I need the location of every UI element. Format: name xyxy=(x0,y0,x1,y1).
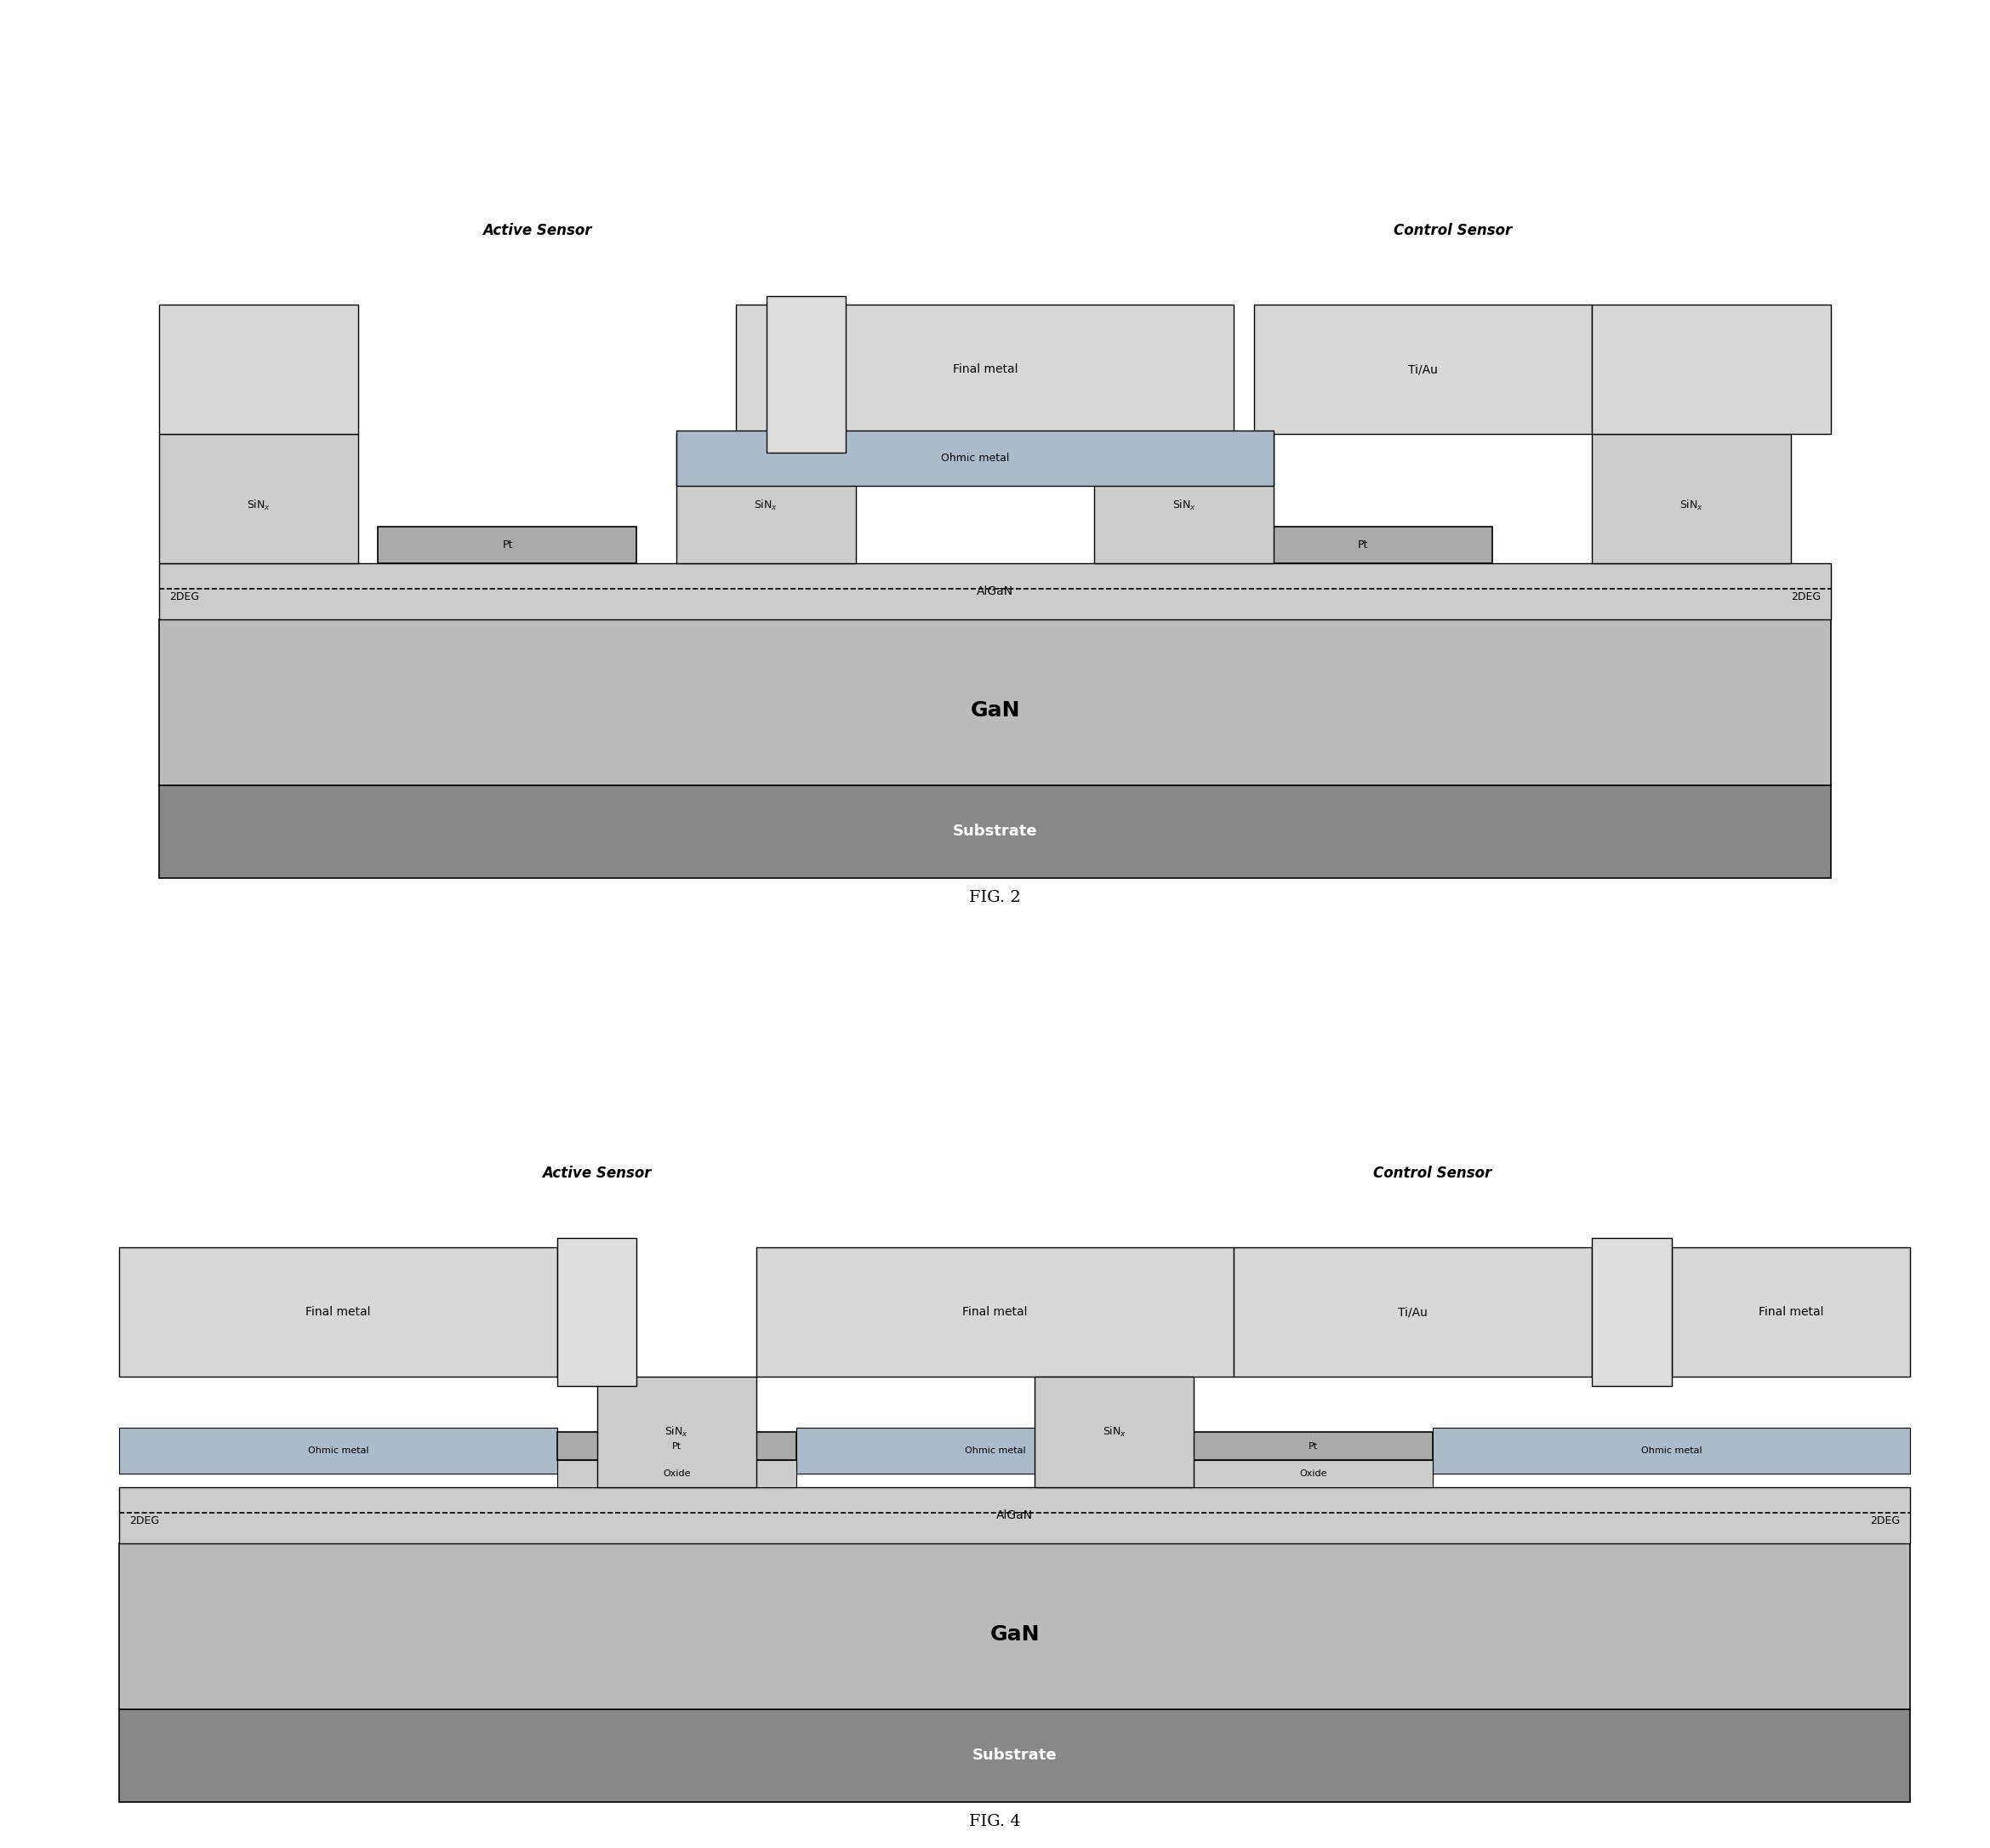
Bar xyxy=(119,1488,1910,1543)
Bar xyxy=(119,1709,1910,1802)
Bar xyxy=(557,1460,796,1488)
Bar xyxy=(1592,434,1791,564)
Bar xyxy=(557,1432,796,1460)
Text: 2DEG: 2DEG xyxy=(1791,591,1821,602)
Text: Ohmic metal: Ohmic metal xyxy=(308,1447,368,1454)
Bar xyxy=(597,1377,756,1488)
Bar xyxy=(677,431,1274,486)
Text: Ohmic metal: Ohmic metal xyxy=(965,1447,1025,1454)
Text: Ti/Au: Ti/Au xyxy=(1399,1307,1427,1318)
Bar xyxy=(677,434,856,564)
Text: Ohmic metal: Ohmic metal xyxy=(1642,1447,1701,1454)
Bar xyxy=(766,296,846,453)
Text: 2DEG: 2DEG xyxy=(169,591,199,602)
Text: Pt: Pt xyxy=(673,1441,681,1451)
Text: Ohmic metal: Ohmic metal xyxy=(941,453,1009,464)
Text: 2DEG: 2DEG xyxy=(129,1515,159,1526)
Text: Control Sensor: Control Sensor xyxy=(1373,1166,1492,1181)
Bar xyxy=(1094,434,1274,564)
Bar xyxy=(378,527,637,564)
Bar xyxy=(796,1427,1194,1475)
Text: Substrate: Substrate xyxy=(973,1748,1057,1763)
Bar xyxy=(756,1247,1234,1377)
Text: Ti/Au: Ti/Au xyxy=(1409,364,1437,375)
Bar xyxy=(1672,1247,1910,1377)
Bar xyxy=(1194,1460,1433,1488)
Bar xyxy=(736,305,1234,434)
Text: Oxide: Oxide xyxy=(663,1469,691,1478)
Text: SiN$_x$: SiN$_x$ xyxy=(1172,499,1196,512)
Bar xyxy=(1592,305,1831,434)
Text: Pt: Pt xyxy=(501,540,513,551)
Text: Final metal: Final metal xyxy=(963,1307,1027,1318)
Bar xyxy=(1592,1238,1672,1386)
Text: Control Sensor: Control Sensor xyxy=(1393,224,1512,238)
Bar xyxy=(159,305,358,434)
Bar xyxy=(159,564,1831,619)
Bar xyxy=(1254,305,1592,434)
Bar xyxy=(159,619,1831,785)
Text: FIG. 2: FIG. 2 xyxy=(969,891,1021,906)
Bar xyxy=(119,1427,557,1475)
Text: FIG. 4: FIG. 4 xyxy=(969,1815,1021,1830)
Text: Final metal: Final metal xyxy=(306,1307,370,1318)
Text: Pt: Pt xyxy=(1309,1441,1317,1451)
Bar xyxy=(1234,527,1492,564)
Text: AlGaN: AlGaN xyxy=(997,1510,1033,1521)
Text: Final metal: Final metal xyxy=(953,364,1017,375)
Text: SiN$_x$: SiN$_x$ xyxy=(754,499,778,512)
Text: SiN$_x$: SiN$_x$ xyxy=(1680,499,1703,512)
Bar xyxy=(119,1247,557,1377)
Bar xyxy=(557,1238,637,1386)
Text: Pt: Pt xyxy=(1357,540,1369,551)
Bar xyxy=(1433,1427,1910,1475)
Bar xyxy=(1035,1377,1194,1488)
Text: Active Sensor: Active Sensor xyxy=(543,1166,651,1181)
Text: SiN$_x$: SiN$_x$ xyxy=(1102,1425,1126,1440)
Text: Oxide: Oxide xyxy=(1299,1469,1327,1478)
Text: Final metal: Final metal xyxy=(1759,1307,1823,1318)
Text: GaN: GaN xyxy=(969,700,1021,721)
Text: AlGaN: AlGaN xyxy=(977,586,1013,597)
Text: 2DEG: 2DEG xyxy=(1871,1515,1900,1526)
Bar xyxy=(159,785,1831,878)
Bar xyxy=(1194,1432,1433,1460)
Text: GaN: GaN xyxy=(989,1624,1041,1645)
Text: Substrate: Substrate xyxy=(953,824,1037,839)
Text: Active Sensor: Active Sensor xyxy=(484,224,591,238)
Text: SiN$_x$: SiN$_x$ xyxy=(665,1425,689,1440)
Bar xyxy=(159,434,358,564)
Text: SiN$_x$: SiN$_x$ xyxy=(247,499,271,512)
Bar xyxy=(1234,1247,1592,1377)
Bar xyxy=(119,1543,1910,1709)
